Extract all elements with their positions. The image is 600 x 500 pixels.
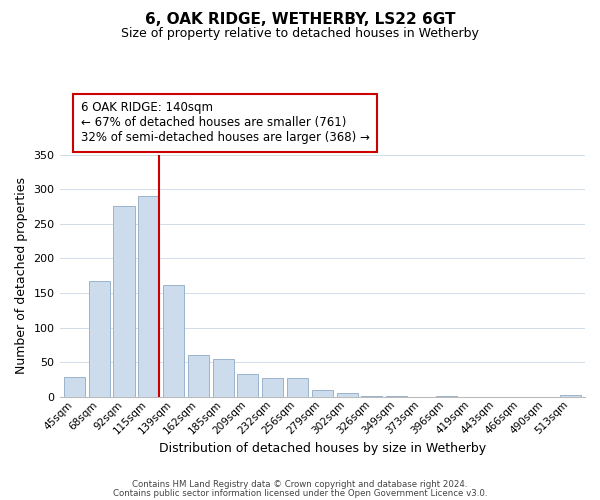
Bar [361,396,382,397]
Bar [262,378,283,397]
Bar [312,390,333,397]
X-axis label: Distribution of detached houses by size in Wetherby: Distribution of detached houses by size … [159,442,486,455]
Bar [138,196,160,397]
Bar [287,378,308,397]
Y-axis label: Number of detached properties: Number of detached properties [15,178,28,374]
Bar [337,394,358,397]
Text: Contains public sector information licensed under the Open Government Licence v3: Contains public sector information licen… [113,489,487,498]
Bar [212,360,233,397]
Bar [188,356,209,397]
Text: 6 OAK RIDGE: 140sqm
← 67% of detached houses are smaller (761)
32% of semi-detac: 6 OAK RIDGE: 140sqm ← 67% of detached ho… [80,102,370,144]
Text: 6, OAK RIDGE, WETHERBY, LS22 6GT: 6, OAK RIDGE, WETHERBY, LS22 6GT [145,12,455,28]
Bar [64,376,85,397]
Bar [163,286,184,397]
Bar [386,396,407,397]
Bar [436,396,457,397]
Bar [560,394,581,397]
Bar [89,280,110,397]
Bar [238,374,259,397]
Text: Size of property relative to detached houses in Wetherby: Size of property relative to detached ho… [121,28,479,40]
Bar [113,206,134,397]
Text: Contains HM Land Registry data © Crown copyright and database right 2024.: Contains HM Land Registry data © Crown c… [132,480,468,489]
